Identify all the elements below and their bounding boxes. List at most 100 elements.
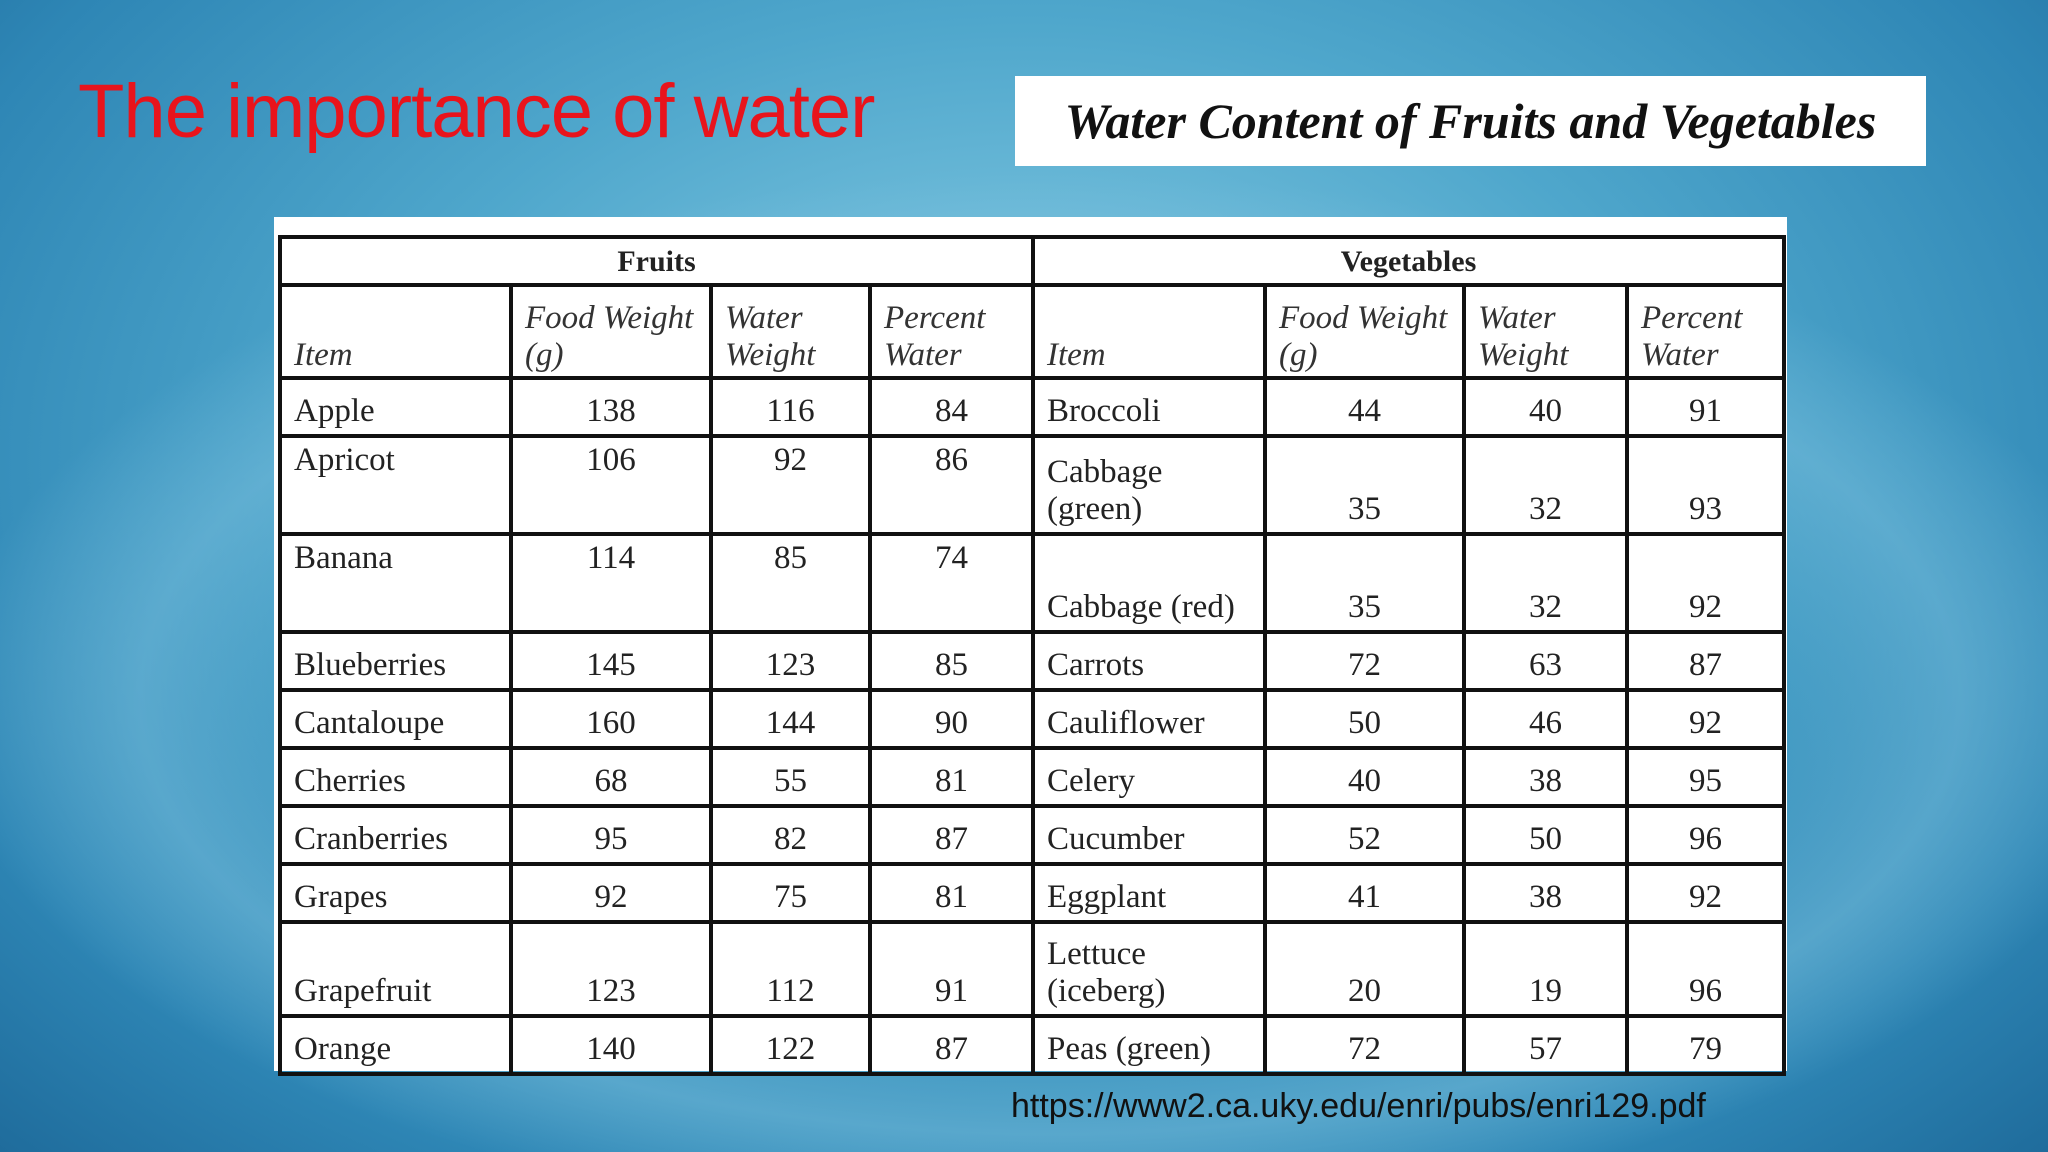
number-cell: 95 [509,804,713,866]
number-cell: 96 [1625,804,1786,866]
item-cell: Cantaloupe [278,688,513,750]
number-cell: 92 [1625,532,1786,634]
item-cell: Orange [278,1014,513,1076]
number-cell: 41 [1263,862,1466,924]
table-row: Orange 140 122 87 Peas (green) 72 57 79 [278,1014,1786,1076]
table-body: Apple 138 116 84 Broccoli 44 40 91 Apricot 106 92 8… [278,376,1786,1076]
column-header: Water Weight [1462,283,1629,380]
number-cell: 90 [868,688,1035,750]
item-cell: Broccoli [1031,376,1267,438]
group-header: Fruits [278,235,1035,287]
number-cell: 50 [1462,804,1629,866]
number-cell: 86 [868,434,1035,536]
table-row: Banana 114 85 74 Cabbage (red) 35 32 92 [278,532,1786,634]
number-cell: 40 [1462,376,1629,438]
item-cell: Grapefruit [278,920,513,1018]
number-cell: 20 [1263,920,1466,1018]
column-header: Percent Water [868,283,1035,380]
table-row: Grapefruit 123 112 91 Lettuce (iceberg) 20 19 9… [278,920,1786,1018]
number-cell: 112 [709,920,872,1018]
number-cell: 81 [868,746,1035,808]
number-cell: 92 [1625,688,1786,750]
item-cell: Apricot [278,434,513,536]
item-cell: Lettuce (iceberg) [1031,920,1267,1018]
table-row: Cranberries 95 82 87 Cucumber 52 50 96 [278,804,1786,866]
table-row: Apple 138 116 84 Broccoli 44 40 91 [278,376,1786,438]
number-cell: 140 [509,1014,713,1076]
item-cell: Cabbage (green) [1031,434,1267,536]
table-row: Blueberries 145 123 85 Carrots 72 63 87 [278,630,1786,692]
item-cell: Cauliflower [1031,688,1267,750]
item-cell: Peas (green) [1031,1014,1267,1076]
number-cell: 79 [1625,1014,1786,1076]
item-cell: Banana [278,532,513,634]
table-title-box: Water Content of Fruits and Vegetables [1015,76,1926,166]
item-cell: Blueberries [278,630,513,692]
number-cell: 72 [1263,630,1466,692]
number-cell: 38 [1462,746,1629,808]
number-cell: 72 [1263,1014,1466,1076]
number-cell: 114 [509,532,713,634]
item-cell: Apple [278,376,513,438]
number-cell: 52 [1263,804,1466,866]
number-cell: 87 [1625,630,1786,692]
number-cell: 82 [709,804,872,866]
number-cell: 92 [509,862,713,924]
column-header: Item [1031,283,1267,380]
water-table: Fruits Vegetables Item Food Weight (g) Water… [278,235,1786,1076]
number-cell: 96 [1625,920,1786,1018]
number-cell: 85 [868,630,1035,692]
number-cell: 116 [709,376,872,438]
table-row: Grapes 92 75 81 Eggplant 41 38 92 [278,862,1786,924]
number-cell: 38 [1462,862,1629,924]
item-cell: Cabbage (red) [1031,532,1267,634]
number-cell: 144 [709,688,872,750]
number-cell: 145 [509,630,713,692]
number-cell: 138 [509,376,713,438]
number-cell: 160 [509,688,713,750]
number-cell: 32 [1462,532,1629,634]
table-head: Fruits Vegetables Item Food Weight (g) Water… [278,235,1786,380]
number-cell: 122 [709,1014,872,1076]
item-cell: Celery [1031,746,1267,808]
column-header: Water Weight [709,283,872,380]
number-cell: 32 [1462,434,1629,536]
number-cell: 123 [709,630,872,692]
number-cell: 19 [1462,920,1629,1018]
number-cell: 91 [868,920,1035,1018]
table-row: Cherries 68 55 81 Celery 40 38 95 [278,746,1786,808]
number-cell: 44 [1263,376,1466,438]
group-row: Fruits Vegetables [278,235,1786,287]
number-cell: 92 [1625,862,1786,924]
group-header: Vegetables [1031,235,1786,287]
table-title: Water Content of Fruits and Vegetables [1064,93,1877,149]
column-header: Percent Water [1625,283,1786,380]
number-cell: 46 [1462,688,1629,750]
number-cell: 40 [1263,746,1466,808]
number-cell: 74 [868,532,1035,634]
source-link: https://www2.ca.uky.edu/enri/pubs/enri12… [1011,1087,1706,1125]
slide-title: The importance of water [78,69,875,154]
table-row: Apricot 106 92 86 Cabbage (green) 35 32 93 [278,434,1786,536]
number-cell: 55 [709,746,872,808]
number-cell: 123 [509,920,713,1018]
number-cell: 93 [1625,434,1786,536]
number-cell: 85 [709,532,872,634]
number-cell: 92 [709,434,872,536]
number-cell: 35 [1263,434,1466,536]
table-panel: Fruits Vegetables Item Food Weight (g) Water… [274,217,1787,1076]
item-cell: Cherries [278,746,513,808]
number-cell: 63 [1462,630,1629,692]
column-header: Food Weight (g) [1263,283,1466,380]
item-cell: Grapes [278,862,513,924]
number-cell: 75 [709,862,872,924]
item-cell: Cucumber [1031,804,1267,866]
number-cell: 50 [1263,688,1466,750]
number-cell: 68 [509,746,713,808]
number-cell: 106 [509,434,713,536]
number-cell: 87 [868,1014,1035,1076]
column-header: Food Weight (g) [509,283,713,380]
number-cell: 81 [868,862,1035,924]
item-cell: Eggplant [1031,862,1267,924]
